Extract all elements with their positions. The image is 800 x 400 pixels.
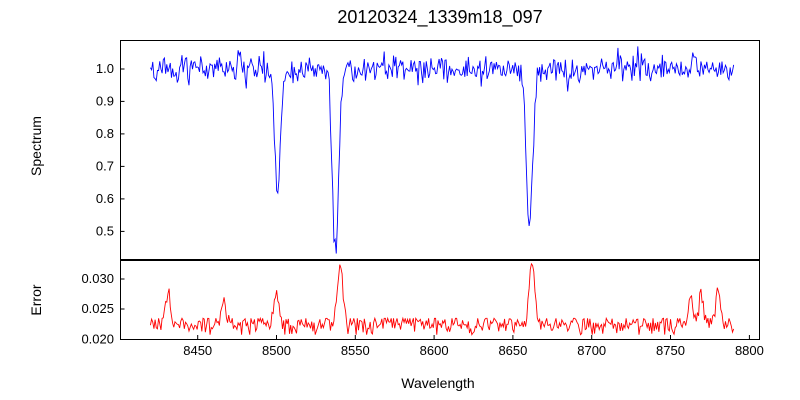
svg-text:Error: Error [28, 284, 44, 315]
svg-text:Spectrum: Spectrum [28, 116, 44, 176]
svg-text:8500: 8500 [262, 343, 291, 358]
svg-text:8450: 8450 [183, 343, 212, 358]
svg-text:Wavelength: Wavelength [401, 375, 474, 391]
svg-text:0.6: 0.6 [96, 191, 114, 206]
svg-text:8800: 8800 [735, 343, 764, 358]
svg-text:0.7: 0.7 [96, 158, 114, 173]
svg-text:0.025: 0.025 [81, 301, 114, 316]
svg-text:0.5: 0.5 [96, 223, 114, 238]
svg-text:0.030: 0.030 [81, 271, 114, 286]
svg-text:8700: 8700 [577, 343, 606, 358]
svg-text:20120324_1339m18_097: 20120324_1339m18_097 [337, 7, 542, 28]
svg-text:8750: 8750 [656, 343, 685, 358]
svg-text:0.9: 0.9 [96, 93, 114, 108]
svg-text:8650: 8650 [498, 343, 527, 358]
svg-text:8600: 8600 [420, 343, 449, 358]
svg-text:1.0: 1.0 [96, 61, 114, 76]
svg-text:0.020: 0.020 [81, 332, 114, 347]
svg-text:0.8: 0.8 [96, 126, 114, 141]
svg-text:8550: 8550 [341, 343, 370, 358]
